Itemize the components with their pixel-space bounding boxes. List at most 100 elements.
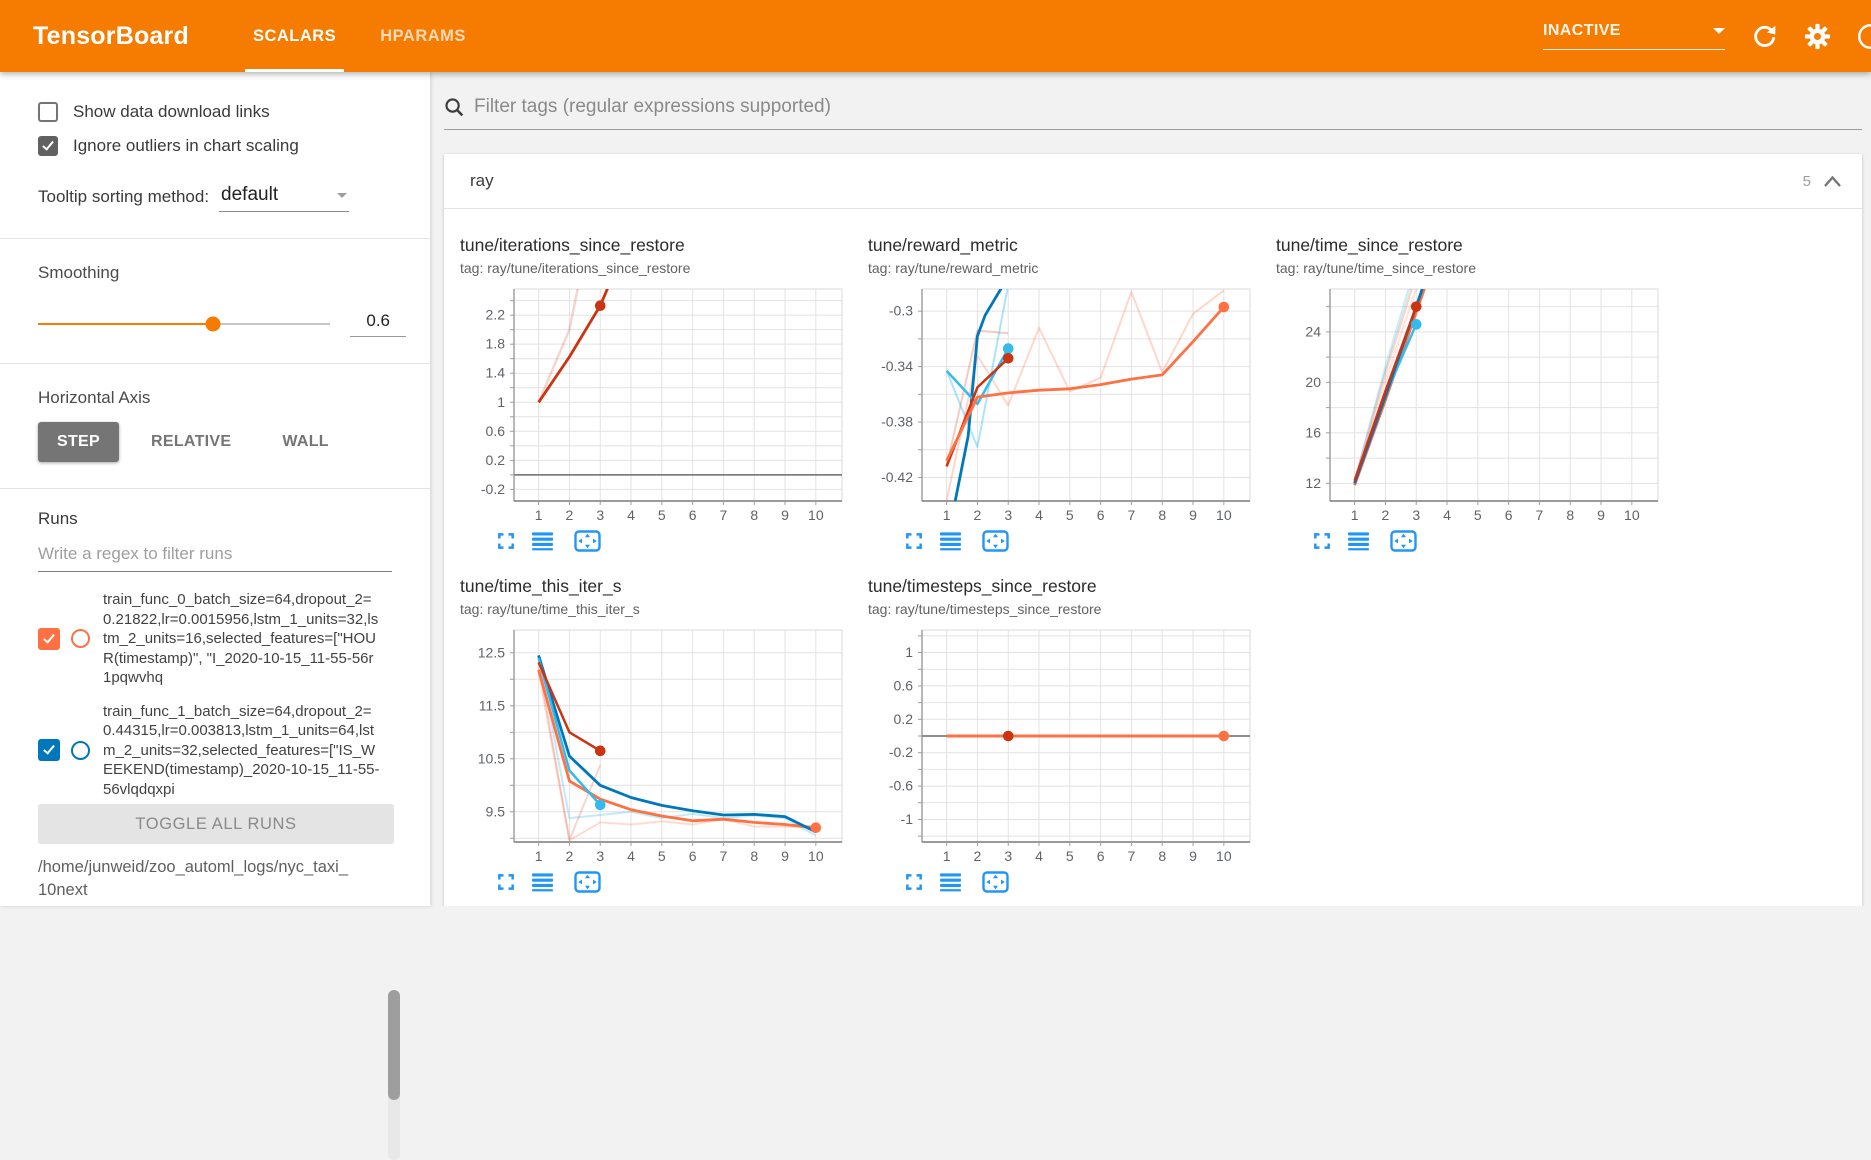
x-tick-label: 2 [974,848,982,864]
tag-filter-input[interactable]: Filter tags (regular expressions support… [444,96,1862,130]
y-tick-label: 1 [497,394,505,410]
tab-scalars[interactable]: SCALARS [231,0,358,72]
fit-domain-icon[interactable] [982,530,1009,552]
settings-sidebar: Show data download links Ignore outliers… [0,72,430,906]
x-tick-label: 8 [1158,507,1166,523]
general-settings-section: Show data download links Ignore outliers… [0,72,430,238]
run-checkbox[interactable] [38,739,60,761]
log-path-line: /home/junweid/zoo_automl_logs/nyc_taxi_ [38,856,392,879]
ignore-outliers-row: Ignore outliers in chart scaling [38,136,406,156]
x-tick-label: 4 [627,507,635,523]
ignore-outliers-label: Ignore outliers in chart scaling [73,136,299,156]
y-tick-label: 24 [1305,323,1321,339]
tooltip-sorting-dropdown[interactable]: default [219,184,349,212]
check-icon [43,631,55,643]
series-end-dot [1003,731,1014,742]
smoothing-slider-row: 0.6 [38,311,406,337]
ignore-outliers-checkbox[interactable] [38,136,58,156]
runs-table-icon[interactable] [939,872,962,892]
x-tick-label: 1 [535,848,543,864]
x-tick-label: 3 [596,848,604,864]
tag-filter-placeholder: Filter tags (regular expressions support… [474,96,831,118]
expand-icon[interactable] [904,531,924,551]
toggle-all-runs-button[interactable]: TOGGLE ALL RUNS [38,804,394,844]
expand-icon[interactable] [496,872,516,892]
smoothing-slider[interactable] [38,323,330,326]
run-radio[interactable] [71,629,90,648]
x-tick-label: 5 [658,848,666,864]
runs-filter-input[interactable]: Write a regex to filter runs [38,544,392,572]
fit-domain-icon[interactable] [982,871,1009,893]
y-tick-label: 12 [1305,475,1321,491]
chart-tag: tag: ray/tune/reward_metric [868,260,1266,276]
help-icon[interactable] [1857,23,1871,50]
tab-hparams[interactable]: HPARAMS [358,0,488,72]
expand-icon[interactable] [904,872,924,892]
chart-actions [904,530,1266,552]
slider-fill [38,323,213,326]
run-radio[interactable] [71,741,90,760]
x-tick-label: 7 [1536,507,1544,523]
y-tick-label: 12.5 [478,644,505,660]
runs-table-icon[interactable] [1347,531,1370,551]
y-tick-label: 1.8 [486,336,506,352]
x-tick-label: 6 [689,848,697,864]
x-tick-label: 8 [1566,507,1574,523]
status-dropdown[interactable]: INACTIVE [1543,22,1725,50]
tag-group-meta: 5 [1803,173,1842,190]
slider-thumb[interactable] [206,317,221,332]
refresh-icon[interactable] [1751,23,1778,50]
axis-step-button[interactable]: STEP [38,422,119,462]
smoothing-label: Smoothing [38,263,406,283]
expand-icon[interactable] [1312,531,1332,551]
runs-table-icon[interactable] [939,531,962,551]
smoothing-value[interactable]: 0.6 [350,311,406,337]
series-end-dot [1219,302,1230,313]
expand-icon[interactable] [496,531,516,551]
fit-domain-icon[interactable] [1390,530,1417,552]
x-tick-label: 8 [750,507,758,523]
runs-table-icon[interactable] [531,872,554,892]
check-icon [43,743,55,755]
show-download-links-row: Show data download links [38,102,406,122]
charts-grid: tune/iterations_since_restore tag: ray/tu… [444,209,1862,906]
x-tick-label: 10 [1216,507,1232,523]
x-tick-label: 1 [1351,507,1359,523]
x-tick-label: 2 [974,507,982,523]
run-label[interactable]: train_func_1_batch_size=64,dropout_2=0.4… [103,702,380,800]
horizontal-axis-section: Horizontal Axis STEP RELATIVE WALL [0,363,430,488]
runs-table-icon[interactable] [531,531,554,551]
tooltip-sorting-row: Tooltip sorting method: default [38,184,406,212]
runs-scrollbar-thumb[interactable] [388,990,400,1100]
x-tick-label: 5 [1474,507,1482,523]
runs-list: train_func_0_batch_size=64,dropout_2=0.2… [38,576,410,816]
chart-title: tune/iterations_since_restore [460,235,858,256]
axis-relative-button[interactable]: RELATIVE [132,422,250,462]
run-checkbox[interactable] [38,628,60,650]
x-tick-label: 5 [1066,848,1074,864]
y-tick-label: 11.5 [479,697,505,713]
axis-wall-button[interactable]: WALL [263,422,348,462]
series-end-dot [1411,301,1422,312]
fit-domain-icon[interactable] [574,871,601,893]
chevron-up-icon[interactable] [1823,175,1842,188]
fit-domain-icon[interactable] [574,530,601,552]
show-download-links-checkbox[interactable] [38,102,58,122]
series-end-dot [1003,343,1014,354]
show-download-links-label: Show data download links [73,102,270,122]
x-tick-label: 1 [943,848,951,864]
series-line [539,282,589,402]
tag-group-header[interactable]: ray 5 [444,154,1862,209]
y-tick-label: 9.5 [486,803,506,819]
run-label[interactable]: train_func_0_batch_size=64,dropout_2=0.2… [103,590,378,688]
settings-gear-icon[interactable] [1804,23,1831,50]
search-icon [444,97,465,118]
